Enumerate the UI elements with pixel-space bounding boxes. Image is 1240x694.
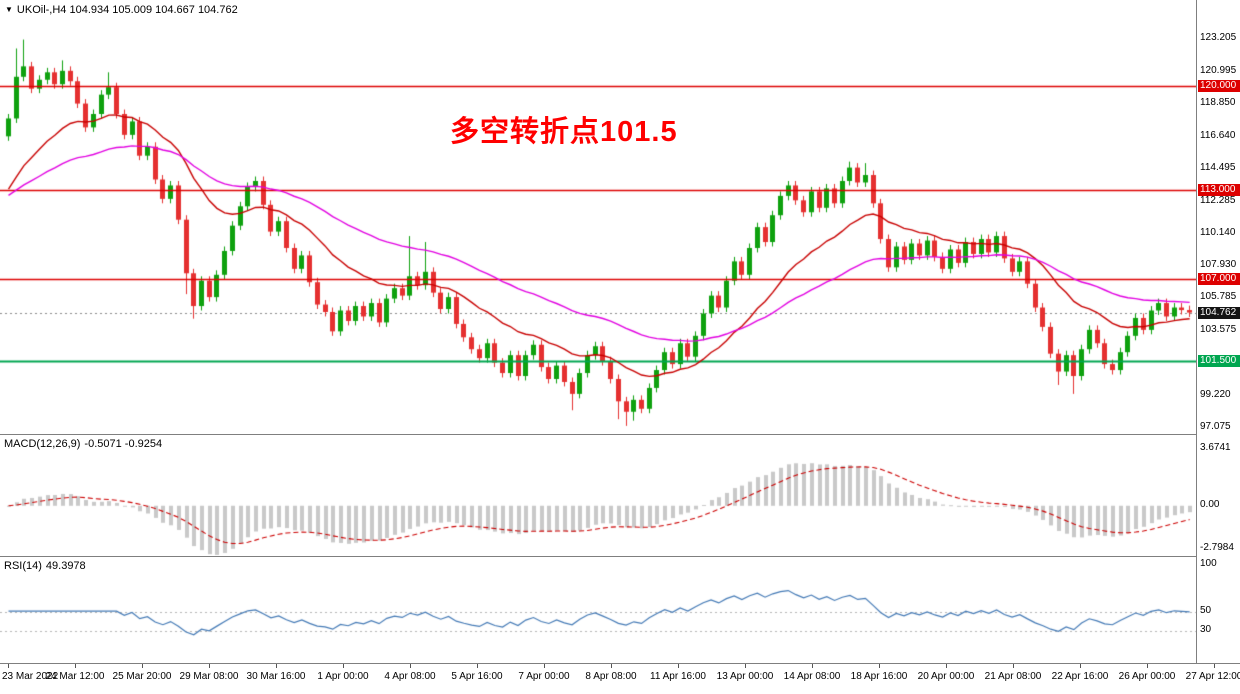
price-badge-104.762: 104.762 (1198, 306, 1240, 319)
price-badge-113.000: 113.000 (1198, 183, 1240, 196)
time-tick (946, 664, 947, 668)
rsi-scale-label: 100 (1200, 558, 1217, 569)
symbol-ohlc-text: UKOil-,H4 104.934 105.009 104.667 104.76… (16, 4, 238, 16)
price-scale-label: 105.785 (1200, 291, 1237, 303)
time-axis[interactable]: 23 Mar 2022 24 Mar 12:00 25 Mar 20:00 29 Ma… (0, 663, 1240, 694)
time-axis-label: 4 Apr 08:00 (384, 671, 436, 682)
time-axis-label: 11 Apr 16:00 (650, 671, 706, 682)
time-tick (1214, 664, 1215, 668)
rsi-scale-label: 50 (1200, 605, 1212, 616)
price-badge-107.000: 107.000 (1198, 273, 1240, 286)
time-axis-label: 1 Apr 00:00 (317, 671, 369, 682)
time-tick (678, 664, 679, 668)
time-axis-label: 23 Mar 2022 (2, 671, 59, 682)
time-axis-label: 27 Apr 12:00 (1185, 671, 1240, 682)
price-scale-label: 118.850 (1200, 96, 1236, 108)
time-tick (75, 664, 76, 668)
time-tick (343, 664, 344, 668)
time-tick (276, 664, 277, 668)
time-axis-label: 26 Apr 00:00 (1118, 671, 1176, 682)
time-axis-label: 13 Apr 00:00 (716, 671, 774, 682)
price-scale-label: 123.205 (1200, 32, 1237, 43)
price-scale-label: 97.075 (1200, 421, 1231, 432)
time-axis-label: 8 Apr 08:00 (585, 671, 637, 682)
time-axis-label: 22 Apr 16:00 (1051, 671, 1109, 682)
symbol-ohlc-line: ▼ UKOil-,H4 104.934 105.009 104.667 104.7… (5, 4, 238, 16)
time-tick (8, 664, 9, 668)
macd-label: MACD(12,26,9) -0.5071 -0.9254 (4, 438, 166, 450)
time-tick (410, 664, 411, 668)
time-axis-label: 5 Apr 16:00 (451, 671, 503, 682)
collapse-triangle-icon[interactable]: ▼ (5, 5, 13, 14)
price-chart-canvas[interactable] (0, 0, 1196, 434)
time-tick (142, 664, 143, 668)
time-axis-label: 21 Apr 08:00 (984, 671, 1042, 682)
time-tick (1013, 664, 1014, 668)
macd-scale-label: 3.6741 (1200, 442, 1231, 453)
rsi-scale-label: 30 (1200, 623, 1212, 635)
rsi-indicator-canvas[interactable] (0, 557, 1196, 663)
price-scale-label: 116.640 (1200, 129, 1236, 141)
price-badge-120.000: 120.000 (1198, 79, 1240, 92)
price-scale-label: 103.575 (1200, 324, 1237, 336)
price-badge-101.500: 101.500 (1198, 355, 1240, 368)
macd-name: MACD(12,26,9) (4, 438, 81, 450)
rsi-panel: RSI(14) 49.3978 (0, 556, 1240, 663)
price-scale-label: 99.220 (1200, 389, 1231, 401)
time-axis-label: 7 Apr 00:00 (518, 671, 570, 682)
time-tick (1147, 664, 1148, 668)
time-axis-label: 30 Mar 16:00 (246, 671, 306, 682)
price-scale-label: 120.995 (1200, 64, 1237, 76)
macd-scale-label: 0.00 (1200, 498, 1220, 510)
time-tick (1080, 664, 1081, 668)
price-scale-label: 112.285 (1200, 194, 1236, 206)
time-tick (477, 664, 478, 668)
macd-scale-label: -2.7984 (1200, 542, 1234, 553)
time-axis-label: 18 Apr 16:00 (850, 671, 908, 682)
annotation-text[interactable]: 多空转折点101.5 (450, 116, 678, 148)
rsi-name: RSI(14) (4, 560, 42, 572)
time-axis-label: 14 Apr 08:00 (783, 671, 841, 682)
price-panel: ▼ UKOil-,H4 104.934 105.009 104.667 104.7… (0, 0, 1196, 434)
time-tick (812, 664, 813, 668)
rsi-label: RSI(14) 49.3978 (4, 560, 90, 572)
time-axis-label: 24 Mar 12:00 (45, 671, 105, 682)
price-scale-label: 107.930 (1200, 259, 1237, 271)
price-scale-label: 114.495 (1200, 161, 1236, 173)
time-axis-label: 20 Apr 00:00 (917, 671, 975, 682)
time-tick (611, 664, 612, 668)
time-tick (544, 664, 545, 668)
macd-indicator-canvas[interactable] (0, 435, 1196, 556)
time-axis-label: 25 Mar 20:00 (112, 671, 172, 682)
rsi-value: 49.3978 (45, 560, 86, 572)
time-tick (209, 664, 210, 668)
price-scale[interactable]: 123.205 120.995 120.000 118.850 116.640 114.4… (1196, 0, 1240, 663)
time-axis-label: 29 Mar 08:00 (179, 671, 239, 682)
macd-panel: MACD(12,26,9) -0.5071 -0.9254 (0, 434, 1240, 556)
time-tick (745, 664, 746, 668)
macd-values: -0.5071 -0.9254 (84, 438, 163, 450)
time-tick (879, 664, 880, 668)
price-scale-label: 110.140 (1200, 226, 1236, 238)
